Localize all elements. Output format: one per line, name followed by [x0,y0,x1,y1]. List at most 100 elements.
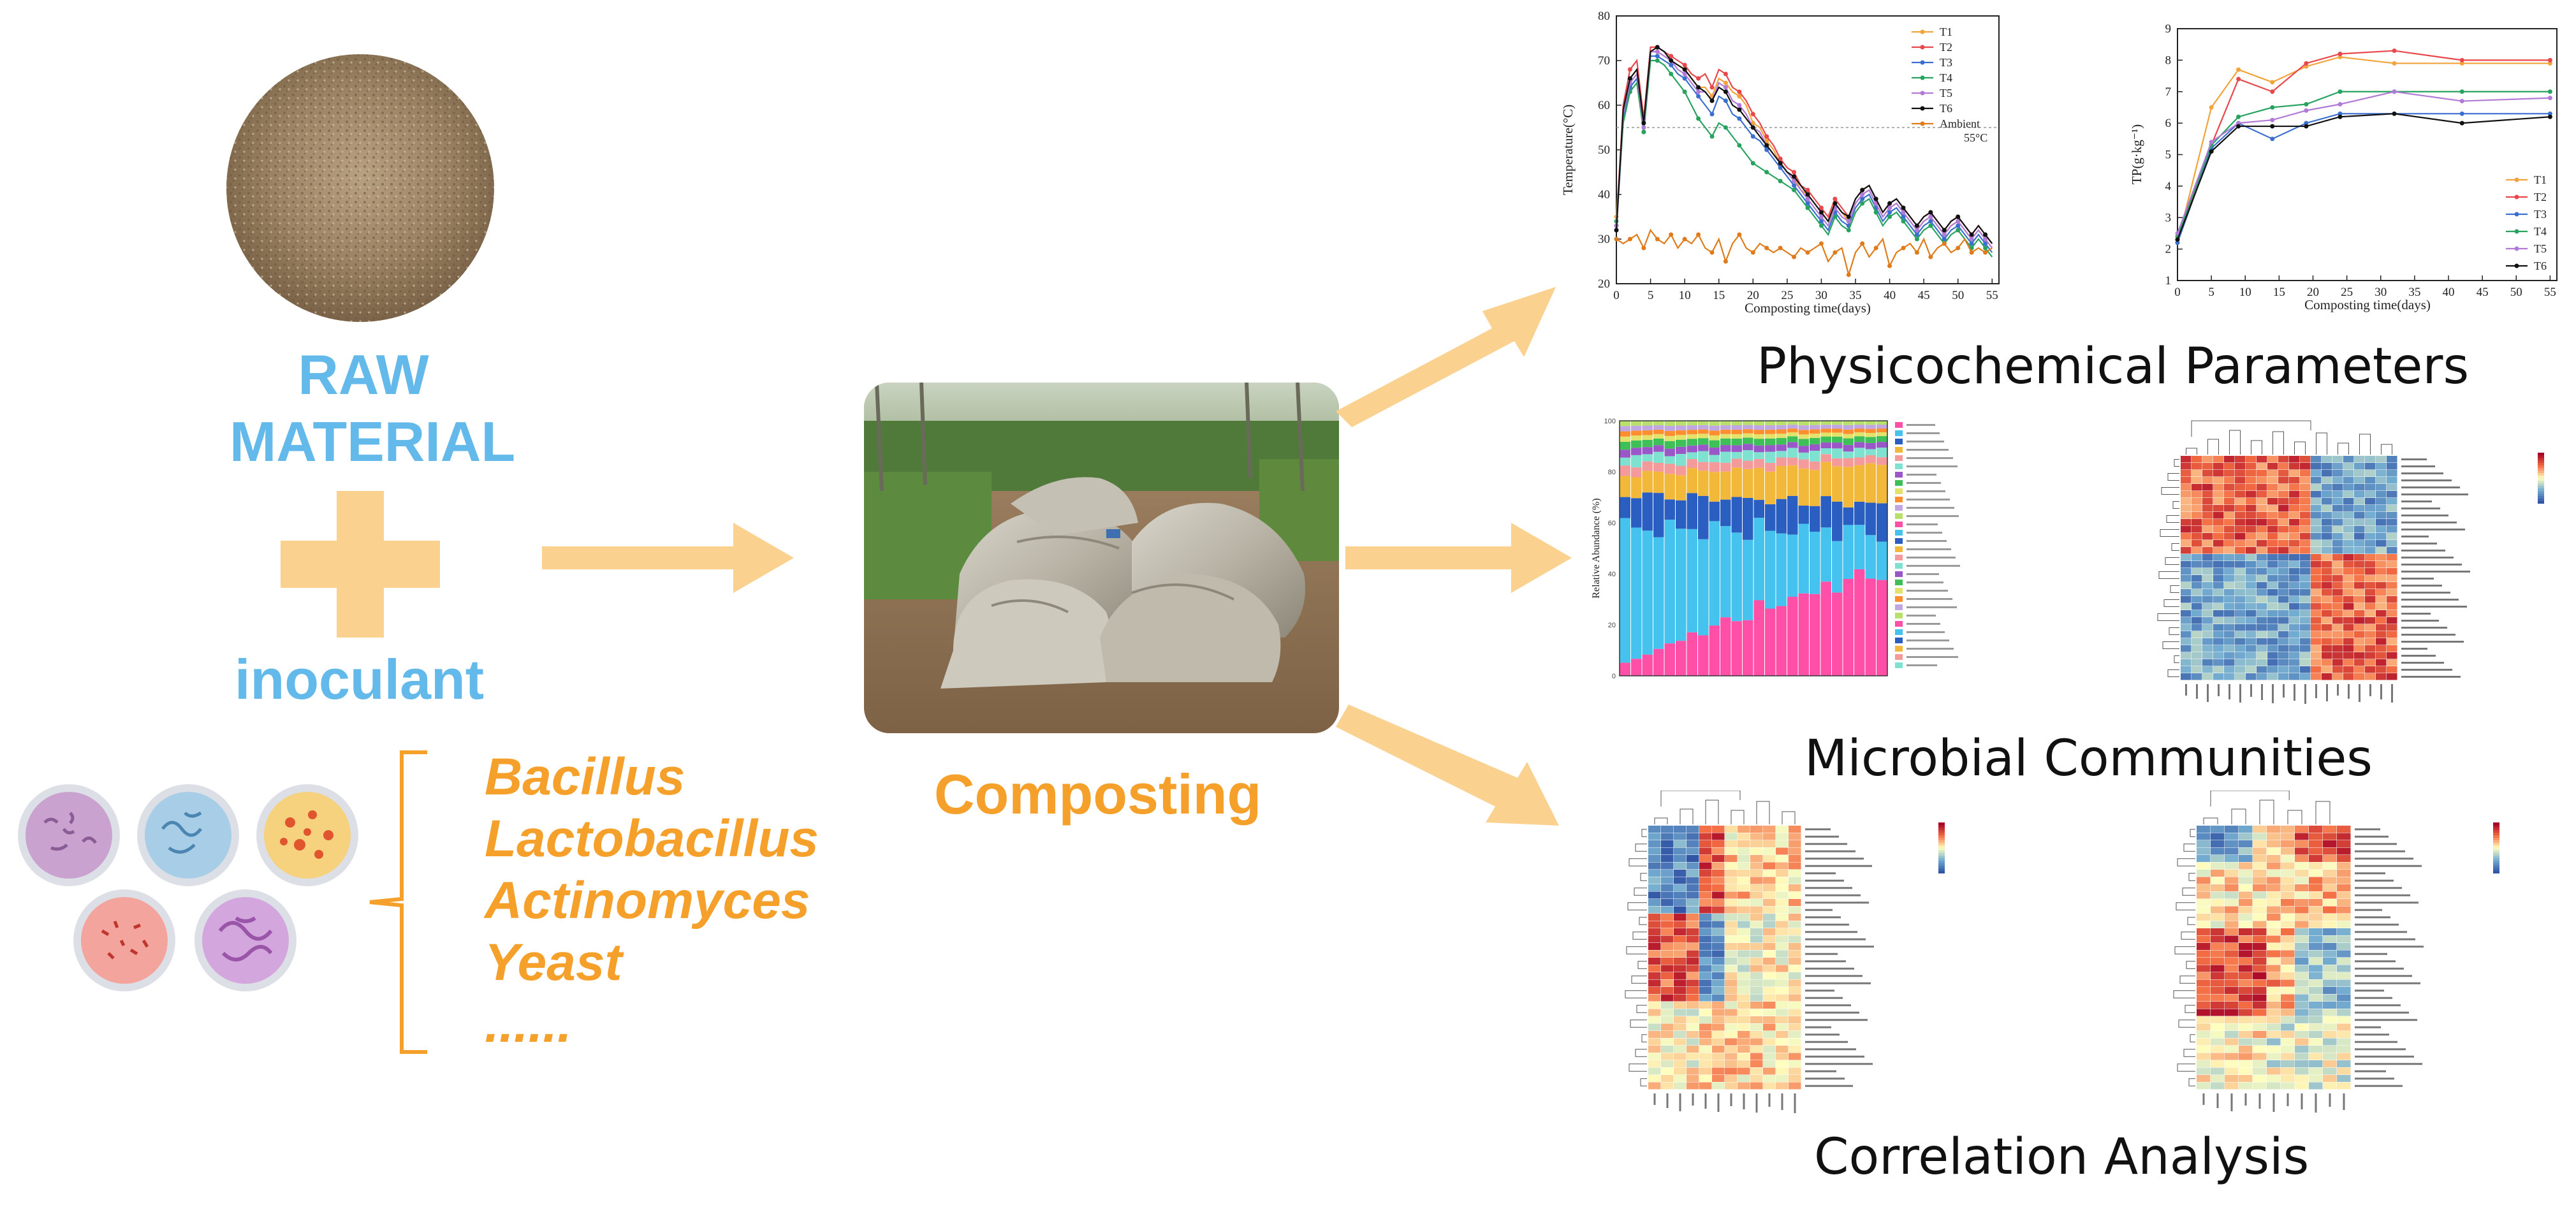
heatmap-cell [2267,1038,2281,1046]
stacked-bar-segment [1642,435,1653,440]
heatmap-cell [2376,659,2387,666]
dendrogram-branch [1635,1049,1647,1057]
heatmap-cell [2235,491,2246,498]
heatmap-cell [1712,1053,1725,1060]
data-point [1696,85,1701,90]
heatmap-cell [1674,921,1687,928]
legend-text-bar [1906,631,1945,633]
heatmap-cell [1687,826,1699,833]
heatmap-cell [2337,847,2351,855]
heatmap-cell [2289,631,2300,638]
heatmap-cell [2376,603,2387,610]
heatmap-cell [2323,1009,2337,1016]
heatmap-cell [2181,526,2192,533]
heatmap-cell [2225,1016,2239,1023]
legend-text-bar [1906,573,1939,575]
x-tick-label: 25 [1781,289,1793,302]
heatmap-cell [2309,987,2323,994]
color-scale-step [2538,483,2544,486]
data-point [1860,196,1865,201]
heatmap-cell [2253,1082,2267,1090]
legend-text-bar [1906,449,1949,451]
x-tick-label: 30 [1815,289,1827,302]
heatmap-cell [1674,994,1687,1002]
heatmap-cell [1750,987,1763,994]
data-point [1887,263,1892,268]
heatmap-cell [1789,833,1801,840]
heatmap-cell [2332,596,2343,603]
data-point [1983,232,1988,237]
data-point [1873,210,1878,215]
heatmap-cell [1776,891,1789,899]
heatmap-cell [1789,847,1801,855]
heatmap-cell [1687,979,1699,987]
heatmap-cell [1648,826,1661,833]
data-point [1928,219,1933,224]
x-tick-label: 50 [2510,286,2522,299]
stacked-bar-segment [1642,654,1653,676]
heatmap-cell [2365,575,2376,582]
heatmap-cell [1789,965,1801,972]
heatmap-cell [2332,456,2343,463]
row-label-bar [2401,634,2455,636]
stacked-bar-segment [1832,428,1843,433]
heatmap-cell [1789,1053,1801,1060]
dendrogram-branch [2229,430,2241,455]
stacked-bar-segment [1877,465,1887,504]
heatmap-cell [1776,906,1789,914]
heatmap-cell [2213,491,2224,498]
heatmap-cell [1699,958,1712,965]
stacked-bar-segment [1620,421,1630,427]
data-point [1942,241,1947,246]
dendrogram-branch [1636,1005,1647,1013]
dendrogram-branch [1680,808,1694,824]
heatmap-cell [2181,575,2192,582]
heatmap-cell [2246,477,2257,484]
stacked-bar-segment [1631,448,1642,455]
heatmap-cell [2235,575,2246,582]
legend-text-bar [1906,615,1936,617]
heatmap-cell [2323,826,2337,833]
color-scale-step [2538,501,2544,504]
data-point [1682,76,1687,81]
color-scale-step [1938,828,1945,830]
heatmap-cell [2289,638,2300,645]
stacked-bar-segment [1820,581,1831,676]
data-point [1833,250,1838,255]
heatmap-cell [2323,906,2337,914]
stacked-bar-segment [1798,523,1809,594]
heatmap-cell [2309,1060,2323,1067]
data-point [2236,114,2241,119]
stacked-bar-segment [1676,446,1687,454]
heatmap-cell [1763,1067,1776,1075]
legend-swatch [1895,439,1903,444]
heatmap-cell [2213,603,2224,610]
stacked-bar-segment [1676,439,1687,447]
heatmap-cell [1648,1016,1661,1023]
heatmap-cell [2239,855,2253,862]
heatmap-cell [2202,617,2213,624]
heatmap-cell [1674,1038,1687,1046]
heatmap-cell [2267,943,2281,950]
row-label-bar [2355,953,2387,955]
heatmap-cell [2281,1009,2295,1016]
heatmap-cell [1789,899,1801,906]
heatmap-cell [1763,899,1776,906]
heatmap-cell [2323,943,2337,950]
heatmap-cell [2225,1002,2239,1009]
heatmap-cell [2309,847,2323,855]
heatmap-cell [2323,1053,2337,1060]
heatmap-cell [1661,870,1674,877]
heatmap-cell [2323,1016,2337,1023]
heatmap-cell [1699,855,1712,862]
heatmap-cell [2181,477,2192,484]
heatmap-cell [2253,987,2267,994]
heatmap-cell [2311,491,2322,498]
heatmap-cell [2322,645,2332,652]
heatmap-cell [2300,673,2311,680]
heatmap-cell [2253,943,2267,950]
heatmap-cell [1789,958,1801,965]
heatmap-cell [2213,638,2224,645]
legend-swatch [1895,588,1903,594]
heatmap-cell [1648,847,1661,855]
